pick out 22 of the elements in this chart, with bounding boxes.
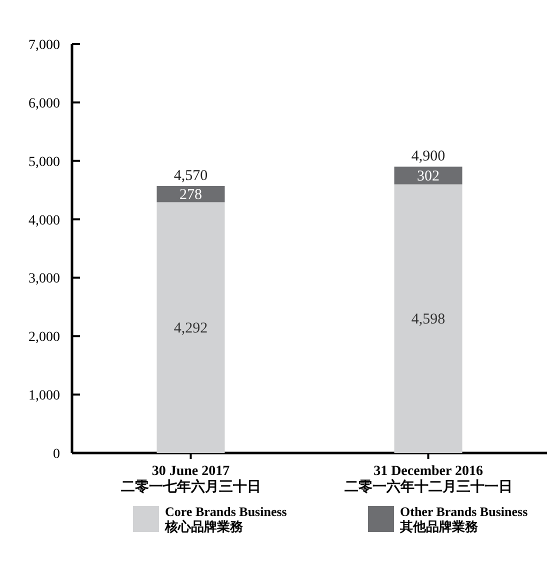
- legend-label: Core Brands Business 核心品牌業務: [164, 504, 287, 534]
- data-label: 4,292: [174, 320, 208, 337]
- y-tick-label: 5,000: [28, 154, 60, 170]
- data-label: 302: [417, 168, 440, 185]
- y-tick-label: 4,000: [28, 213, 60, 228]
- total-label: 4,570: [174, 168, 208, 184]
- data-label: 4,598: [411, 312, 446, 328]
- y-tick-label: 1,000: [28, 388, 60, 404]
- bar: [156, 186, 225, 202]
- data-label: 278: [180, 187, 202, 204]
- bar: [394, 166, 462, 184]
- y-tick-label: 2,000: [28, 330, 60, 346]
- y-tick-label: 0: [53, 447, 60, 462]
- x-tick-label: 30 June 2017 二零一七年六月三十日: [120, 464, 261, 496]
- y-tick-label: 3,000: [28, 272, 60, 287]
- bar: [394, 184, 462, 453]
- y-tick-label: 7,000: [28, 38, 60, 53]
- total-label: 4,900: [411, 148, 446, 165]
- legend-label: Other Brands Business 其他品牌業務: [399, 504, 528, 534]
- x-tick-label: 31 December 2016 二零一六年十二月三十一日: [344, 464, 512, 496]
- bar: [156, 202, 225, 453]
- y-tick-label: 6,000: [28, 96, 60, 112]
